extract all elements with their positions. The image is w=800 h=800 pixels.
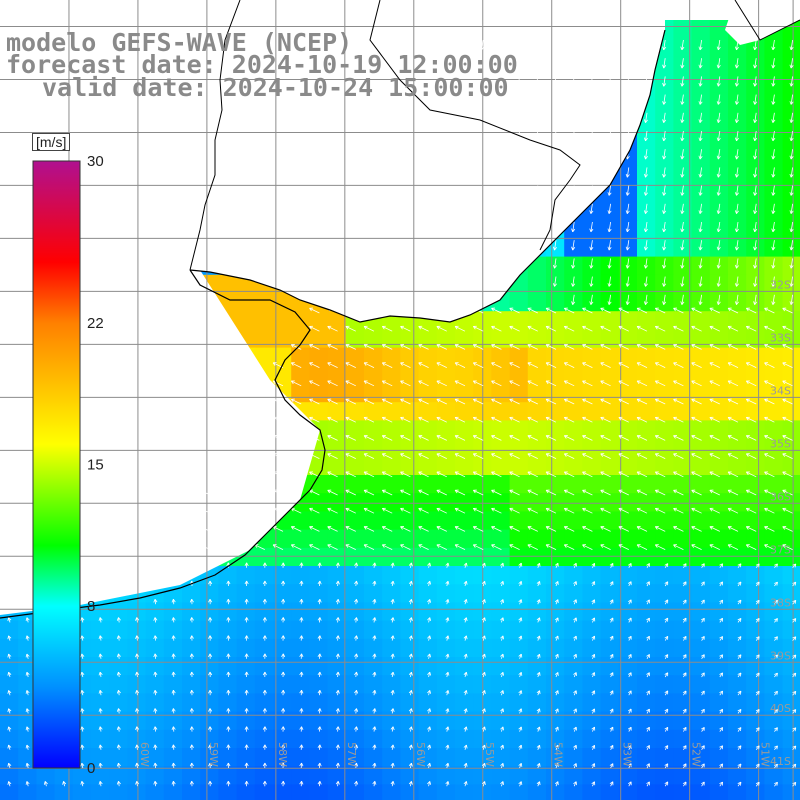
- colorbar-tick-30: 30: [87, 153, 104, 170]
- lon-label-51W: 51W: [759, 742, 772, 767]
- lon-label-53W: 53W: [621, 742, 634, 767]
- lat-label-34S: 34S: [770, 384, 791, 397]
- colorbar-tick-15: 15: [87, 457, 104, 474]
- colorbar-units: [m/s]: [32, 133, 71, 151]
- colorbar-tick-8: 8: [87, 598, 95, 615]
- lon-label-58W: 58W: [276, 742, 289, 767]
- lon-label-56W: 56W: [414, 742, 427, 767]
- colorbar: 30 22 15 8 0: [32, 153, 104, 777]
- lat-label-39S: 39S: [770, 649, 791, 662]
- grid-labels: 32S33S34S35S36S37S38S39S40S41S61W60W59W5…: [69, 278, 791, 768]
- lon-label-57W: 57W: [345, 742, 358, 767]
- colorbar-tick-0: 0: [87, 760, 95, 777]
- map-title-valid-date: valid date: 2024-10-24 15:00:00: [42, 73, 509, 102]
- lon-label-60W: 60W: [138, 742, 151, 767]
- colorbar-tick-22: 22: [87, 315, 104, 332]
- map-title-model: modelo GEFS-WAVE (NCEP): [6, 28, 353, 57]
- lat-label-35S: 35S: [770, 437, 791, 450]
- lat-label-36S: 36S: [770, 490, 791, 503]
- lon-label-55W: 55W: [483, 742, 496, 767]
- lat-label-33S: 33S: [770, 331, 791, 344]
- coastline: [0, 0, 800, 619]
- colorbar-ramp: [32, 160, 81, 769]
- lat-label-37S: 37S: [770, 543, 791, 556]
- lat-label-40S: 40S: [770, 702, 791, 715]
- lon-label-54W: 54W: [552, 742, 565, 767]
- wind-vector-field: [7, 39, 797, 787]
- map-title-forecast-date: forecast date: 2024-10-19 12:00:00: [6, 50, 518, 79]
- lon-label-59W: 59W: [207, 742, 220, 767]
- lat-label-38S: 38S: [770, 596, 791, 609]
- lon-label-52W: 52W: [690, 742, 703, 767]
- lat-label-32S: 32S: [770, 278, 791, 291]
- lat-label-41S: 41S: [770, 755, 791, 768]
